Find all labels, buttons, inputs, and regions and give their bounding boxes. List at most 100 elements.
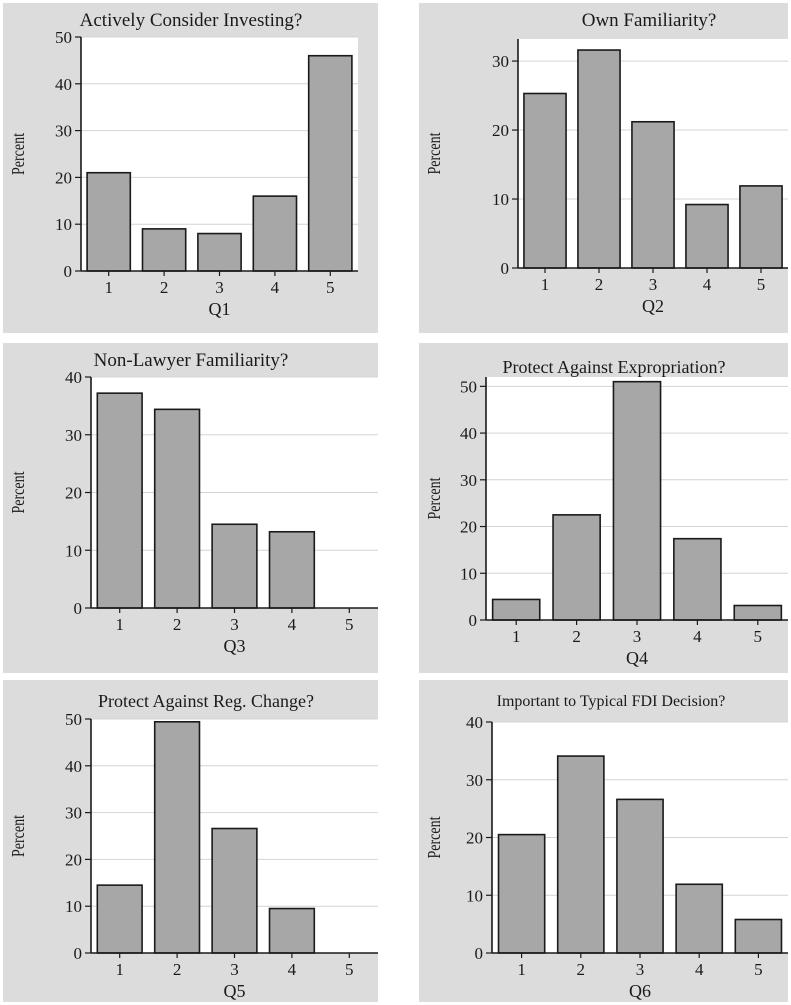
y-tick-label: 10 <box>466 886 483 905</box>
y-tick-label: 0 <box>64 262 73 281</box>
y-tick-label: 20 <box>65 484 82 503</box>
x-axis-label: Q6 <box>629 981 651 1001</box>
bar-3 <box>631 120 675 269</box>
x-tick-label: 3 <box>215 278 224 297</box>
x-tick-label: 1 <box>512 627 521 646</box>
bar-2 <box>153 408 201 609</box>
x-tick-label: 5 <box>345 615 354 634</box>
x-tick-label: 3 <box>649 275 658 294</box>
y-tick-label: 20 <box>65 850 82 869</box>
y-tick-label: 50 <box>460 377 477 396</box>
chart-title: Own Familiarity? <box>582 10 717 31</box>
y-tick-label: 0 <box>74 599 83 618</box>
y-tick-label: 20 <box>460 518 477 537</box>
y-axis-label: Percent <box>10 133 29 176</box>
y-tick-label: 50 <box>65 710 82 729</box>
chart-panel-q3: 1 2 3 4 5 0 10 20 30 40 Non-Lawyer Familiarity? Q3 P… <box>3 343 378 673</box>
x-tick-label: 4 <box>271 278 280 297</box>
chart-title: Protect Against Expropriation? <box>503 357 726 377</box>
bar-2 <box>577 49 621 269</box>
y-tick-label: 30 <box>492 52 509 71</box>
chart-panel-q6: 1 2 3 4 5 0 10 20 30 40 Important to Typical FDI D… <box>419 680 788 1002</box>
bar-1 <box>86 171 132 272</box>
bar-5 <box>307 54 353 272</box>
bar-3 <box>211 827 258 954</box>
y-tick-label: 40 <box>466 713 483 732</box>
bar-1 <box>96 884 143 954</box>
y-tick-label: 0 <box>501 259 510 278</box>
x-tick-label: 1 <box>517 960 526 979</box>
x-tick-label: 4 <box>693 627 702 646</box>
y-tick-label: 30 <box>55 122 72 141</box>
x-axis-label: Q1 <box>209 299 231 319</box>
y-tick-label: 10 <box>460 564 477 583</box>
y-axis-label: Percent <box>426 477 445 520</box>
x-tick-label: 3 <box>230 615 239 634</box>
y-axis-label: Percent <box>10 471 29 514</box>
x-axis-label: Q2 <box>642 296 664 316</box>
y-tick-label: 20 <box>466 829 483 848</box>
chart-panel-q4: 1 2 3 4 5 0 10 20 30 40 50 Protect Against Expropri… <box>419 343 788 673</box>
x-tick-label: 4 <box>288 960 297 979</box>
x-tick-label: 1 <box>541 275 550 294</box>
bar-4 <box>268 530 316 609</box>
chart-svg: 1 2 3 4 5 0 10 20 30 40 Important to Typical FDI D… <box>426 693 788 1001</box>
x-tick-label: 3 <box>230 960 239 979</box>
y-tick-label: 20 <box>492 121 509 140</box>
chart-title: Important to Typical FDI Decision? <box>497 693 726 710</box>
bar-3 <box>612 380 662 621</box>
bar-1 <box>497 833 546 954</box>
y-tick-label: 0 <box>74 944 83 963</box>
x-axis-label: Q5 <box>224 981 246 1001</box>
y-tick-label: 50 <box>55 28 72 47</box>
y-axis-label: Percent <box>426 132 445 175</box>
x-tick-label: 2 <box>595 275 604 294</box>
chart-svg: 1 2 3 4 5 0 10 20 30 40 Non-Lawyer Familiarity? Q3 P… <box>10 350 378 656</box>
chart-panel-q1: 1 2 3 4 5 0 10 20 30 40 50 Actively Consider Invest… <box>3 3 378 333</box>
x-axis-label: Q4 <box>626 648 648 668</box>
bar-5 <box>734 918 783 954</box>
bar-4 <box>252 195 298 272</box>
bar-2 <box>153 721 201 954</box>
y-tick-label: 10 <box>65 897 82 916</box>
bar-3 <box>211 523 258 609</box>
y-tick-label: 20 <box>55 168 72 187</box>
x-tick-label: 1 <box>104 278 113 297</box>
x-tick-label: 2 <box>577 960 586 979</box>
y-tick-label: 30 <box>460 471 477 490</box>
bar-3 <box>616 798 664 954</box>
y-tick-label: 30 <box>65 426 82 445</box>
y-tick-label: 0 <box>469 611 478 630</box>
bar-1 <box>491 598 541 621</box>
x-tick-label: 3 <box>636 960 645 979</box>
x-tick-label: 5 <box>757 275 766 294</box>
chart-title: Protect Against Reg. Change? <box>98 691 314 711</box>
y-tick-label: 10 <box>492 190 509 209</box>
bar-3 <box>197 232 242 272</box>
x-tick-label: 5 <box>754 627 763 646</box>
y-axis-label: Percent <box>10 815 29 858</box>
x-tick-label: 2 <box>173 960 182 979</box>
x-axis-label: Q3 <box>224 636 246 656</box>
x-tick-label: 5 <box>326 278 335 297</box>
y-tick-label: 40 <box>55 75 72 94</box>
x-tick-label: 2 <box>173 615 182 634</box>
x-tick-label: 1 <box>115 615 124 634</box>
x-tick-label: 5 <box>345 960 354 979</box>
y-tick-label: 10 <box>55 215 72 234</box>
bar-4 <box>675 883 724 954</box>
bar-4 <box>685 203 729 269</box>
y-tick-label: 40 <box>460 424 477 443</box>
bar-2 <box>556 755 605 954</box>
bar-1 <box>96 392 143 609</box>
x-tick-label: 2 <box>160 278 169 297</box>
x-tick-label: 1 <box>115 960 124 979</box>
y-tick-label: 30 <box>65 804 82 823</box>
bar-1 <box>523 92 567 269</box>
bar-5 <box>733 604 783 621</box>
bar-4 <box>268 907 316 954</box>
bar-2 <box>141 228 187 272</box>
